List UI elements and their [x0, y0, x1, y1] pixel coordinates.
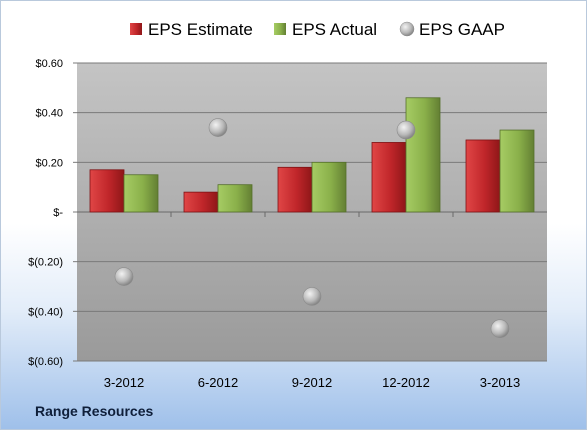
eps-estimate-bar [371, 142, 407, 213]
y-tick-label: $0.60 [35, 58, 63, 70]
x-category-label: 9-2012 [292, 375, 332, 390]
bars [89, 97, 535, 213]
x-category-label: 6-2012 [198, 375, 238, 390]
eps-gaap-marker [114, 267, 134, 286]
y-axis-ticks: $0.60 $0.40 $0.20 $- $(0.20) $(0.40) $(0.60) [28, 58, 77, 368]
legend-eps-actual-swatch [274, 23, 286, 35]
y-tick-label: $(0.40) [28, 306, 63, 318]
eps-actual-bar [311, 161, 347, 213]
company-name: Range Resources [35, 403, 154, 419]
y-tick-label: $(0.20) [28, 257, 63, 269]
legend: EPS Estimate EPS Actual EPS GAAP [130, 20, 505, 39]
x-axis-categories: 3-2012 6-2012 9-2012 12-2012 3-2013 [104, 212, 520, 390]
eps-actual-bar [217, 184, 253, 213]
legend-eps-estimate-label: EPS Estimate [148, 20, 253, 39]
legend-eps-gaap-swatch [399, 21, 415, 37]
y-tick-label: $(0.60) [28, 356, 63, 368]
y-tick-label: $0.20 [35, 157, 63, 169]
legend-eps-estimate-swatch [130, 23, 142, 35]
eps-estimate-bar [183, 191, 219, 213]
eps-actual-bar [499, 129, 535, 213]
x-category-label: 3-2013 [480, 375, 520, 390]
eps-gaap-marker [490, 319, 510, 339]
eps-actual-bar [123, 174, 159, 213]
eps-gaap-marker [208, 118, 228, 137]
x-category-label: 12-2012 [382, 375, 430, 390]
eps-gaap-marker [302, 287, 322, 306]
x-category-label: 3-2012 [104, 375, 144, 390]
eps-gaap-marker [396, 120, 416, 140]
eps-estimate-bar [465, 139, 501, 213]
eps-estimate-bar [277, 166, 313, 213]
y-tick-label: $0.40 [35, 108, 63, 120]
eps-actual-bar [405, 97, 441, 213]
eps-estimate-bar [89, 169, 125, 213]
y-tick-label: $- [53, 207, 63, 219]
legend-eps-gaap-label: EPS GAAP [419, 20, 505, 39]
gaap-markers [114, 118, 510, 339]
legend-eps-actual-label: EPS Actual [292, 20, 377, 39]
